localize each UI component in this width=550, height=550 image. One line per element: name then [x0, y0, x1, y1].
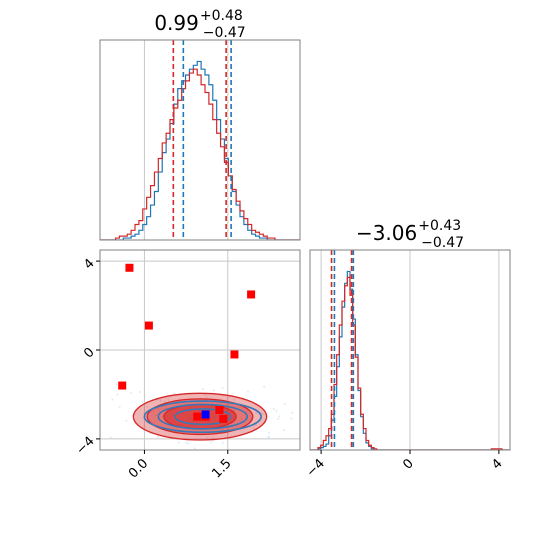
blue-marker [201, 410, 210, 419]
sample-point [275, 409, 278, 412]
sample-point [221, 387, 224, 390]
red-marker-2 [247, 290, 256, 299]
contour-blue-2 [174, 408, 232, 426]
sample-point [282, 429, 285, 432]
title-plus: +0.43 [418, 218, 461, 234]
panel-top-left-frame [99, 39, 301, 241]
red-marker-5 [193, 412, 202, 421]
title-minus: −0.47 [203, 25, 246, 41]
sample-point [272, 407, 275, 410]
sample-point [278, 415, 281, 418]
sample-point [210, 441, 213, 444]
red-marker-0 [125, 263, 134, 272]
sample-point [206, 437, 209, 440]
sample-point [158, 398, 161, 401]
sample-point [154, 414, 157, 417]
sample-point [233, 408, 236, 411]
histogram-series-0 [100, 60, 300, 240]
title-value: −3.06 [356, 221, 417, 245]
sample-point [193, 447, 196, 450]
sample-point [115, 383, 118, 386]
sample-point [111, 398, 114, 401]
sample-point [252, 426, 255, 429]
sample-point [130, 391, 133, 394]
y-tick-label: 4 [81, 256, 97, 272]
x-tick-label: 0 [400, 456, 416, 472]
panel-bottom-left-2d: 0.0 1.5 −4 0 4 [73, 249, 301, 481]
panel-bottom-right-histogram: −4 0 4 −3.06+0.43 −0.47 [304, 218, 511, 480]
sample-point [250, 416, 253, 419]
contour-blue-0 [143, 400, 262, 434]
sample-point [268, 431, 271, 434]
panel-top-left-histogram: 0.99+0.48 −0.47 [99, 8, 301, 241]
histogram-series-1 [310, 276, 510, 450]
y-tick-label: −4 [73, 434, 97, 458]
red-marker-1 [144, 321, 153, 330]
red-marker-7 [219, 414, 228, 423]
sample-point [163, 400, 166, 403]
y-tick-label: 0 [81, 345, 97, 361]
sample-point [152, 421, 155, 424]
sample-point [202, 387, 205, 390]
sample-point [290, 417, 293, 420]
x-tick-label: 1.5 [209, 456, 234, 481]
panel-bottom-right-title: −3.06+0.43 −0.47 [356, 218, 464, 251]
sample-point [146, 405, 149, 408]
sample-point [138, 391, 141, 394]
sample-point [161, 415, 164, 418]
x-tick-label: 0.0 [126, 456, 151, 481]
sample-point [205, 396, 208, 399]
sample-point [221, 428, 224, 431]
sample-point [211, 436, 214, 439]
sample-point [283, 403, 286, 406]
x-tick-label: −4 [304, 456, 328, 480]
sample-point [240, 418, 243, 421]
sample-point [245, 410, 248, 413]
sample-point [153, 410, 156, 413]
sample-point [141, 401, 144, 404]
sample-point [116, 393, 119, 396]
red-marker-3 [230, 350, 239, 359]
sample-point [204, 393, 207, 396]
sample-point [118, 406, 121, 409]
sample-point [125, 419, 128, 422]
sample-point [157, 408, 160, 411]
sample-point [212, 389, 215, 392]
sample-point [255, 412, 258, 415]
sample-point [232, 398, 235, 401]
sample-point [177, 441, 180, 444]
title-value: 0.99 [154, 11, 199, 35]
sample-point [247, 390, 250, 393]
histogram-series-1 [100, 68, 300, 240]
sample-point [263, 385, 266, 388]
sample-point [291, 411, 294, 414]
sample-point [261, 412, 264, 415]
x-tick-label: 4 [489, 456, 505, 472]
red-marker-6 [215, 406, 224, 414]
sample-point [167, 398, 170, 401]
sample-point [109, 436, 112, 439]
sample-point [159, 400, 162, 403]
title-plus: +0.48 [200, 8, 243, 24]
sample-point [185, 442, 188, 445]
panel-top-left-title: 0.99+0.48 −0.47 [154, 8, 245, 41]
sample-point [221, 441, 224, 444]
title-minus: −0.47 [421, 235, 464, 251]
sample-point [204, 457, 206, 459]
sample-point [268, 436, 271, 439]
sample-point [277, 417, 280, 420]
contour-blue-1 [157, 403, 249, 430]
sample-point [187, 442, 190, 445]
red-marker-4 [118, 381, 127, 390]
sample-point [267, 436, 270, 439]
sample-point [156, 436, 159, 439]
sample-point [173, 392, 176, 395]
